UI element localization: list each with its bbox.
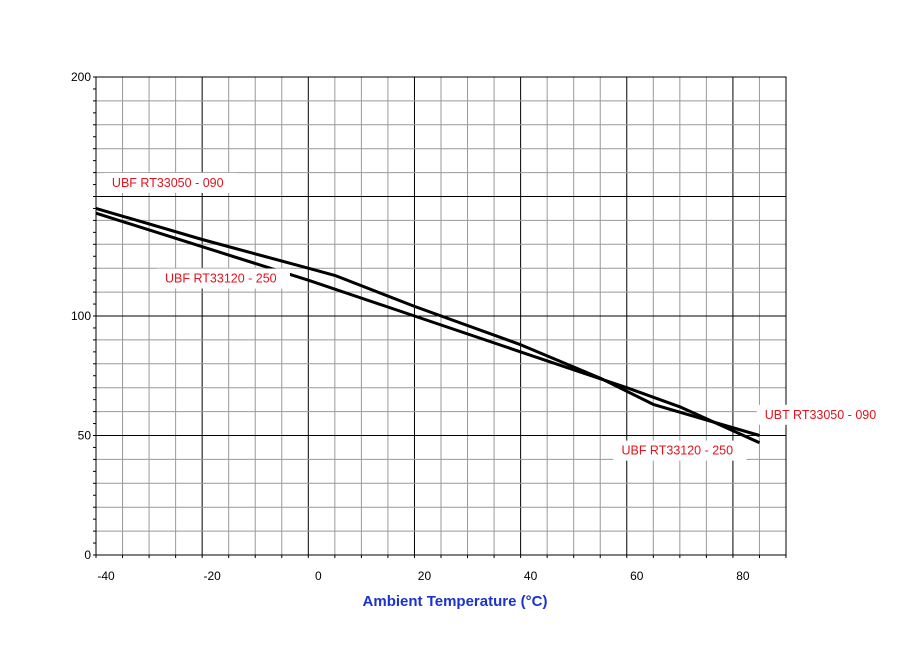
x-tick-label: -20 [203, 569, 221, 583]
annotation-background [103, 172, 237, 193]
x-tick-label: 40 [524, 569, 538, 583]
x-tick-label: 60 [630, 569, 644, 583]
series-annotation-4: UBF RT33120 - 250 [621, 444, 733, 458]
series-line-2 [96, 211, 760, 445]
series-annotation-1: UBF RT33050 - 090 [112, 176, 224, 190]
grid [93, 76, 787, 558]
annotation-background [157, 268, 290, 289]
series-annotations: UBF RT33050 - 090 UBF RT33120 - 250 UBT RT… [103, 172, 890, 461]
x-tick-label: -40 [97, 569, 115, 583]
series-line-1 [96, 206, 760, 437]
y-tick-label: 50 [78, 429, 92, 443]
series-lines [96, 206, 760, 445]
y-tick-label: 200 [71, 70, 91, 84]
x-tick-label: 80 [736, 569, 750, 583]
series-annotation-3: UBT RT33050 - 090 [765, 408, 876, 422]
y-tick-label: 100 [71, 309, 91, 323]
axis-ticks: -40 -20 0 20 40 60 80 0 50 100 200 [71, 70, 750, 583]
x-tick-label: 20 [418, 569, 432, 583]
series-annotation-2: UBF RT33120 - 250 [165, 272, 277, 286]
y-tick-label: 0 [84, 548, 91, 562]
annotation-background [613, 440, 747, 461]
x-axis-title: Ambient Temperature (°C) [363, 593, 548, 610]
x-tick-label: 0 [315, 569, 322, 583]
annotation-background [756, 404, 890, 425]
